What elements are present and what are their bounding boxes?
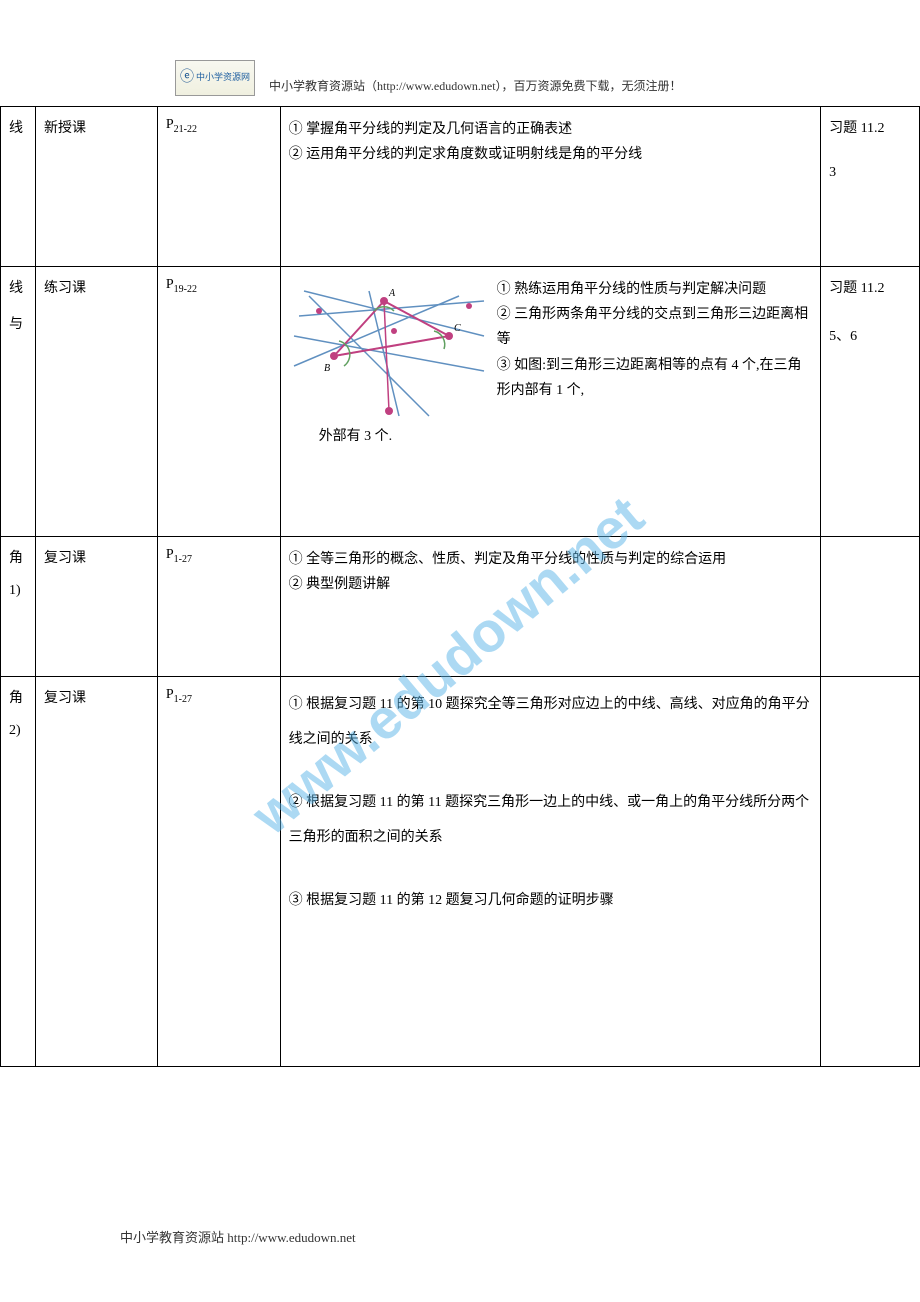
exercise-cell bbox=[821, 677, 920, 1067]
lesson-type-cell: 复习课 bbox=[35, 537, 157, 677]
content-cell: A B C ① 熟练运用角平分线的性质与判定解决问题 ② 三角形两条角平分线的交… bbox=[280, 267, 820, 537]
page-prefix: P bbox=[166, 277, 174, 292]
svg-text:A: A bbox=[388, 288, 396, 299]
page-footer: 中小学教育资源站 http://www.edudown.net bbox=[120, 1227, 356, 1246]
topic-text: 角 bbox=[9, 547, 27, 567]
exercise-title: 习题 11.2 bbox=[829, 277, 911, 297]
table-row: 角 2) 复习课 P1-27 ① 根据复习题 11 的第 10 题探究全等三角形… bbox=[1, 677, 920, 1067]
topic-cell: 线 与 bbox=[1, 267, 36, 537]
lesson-type-cell: 复习课 bbox=[35, 677, 157, 1067]
lesson-type: 复习课 bbox=[44, 551, 86, 566]
topic-cell: 线 bbox=[1, 107, 36, 267]
page-prefix: P bbox=[166, 687, 174, 702]
triangle-diagram: A B C bbox=[289, 281, 489, 421]
page-ref-cell: P1-27 bbox=[157, 677, 280, 1067]
page-range: 21-22 bbox=[174, 124, 197, 135]
exercise-cell: 习题 11.2 3 bbox=[821, 107, 920, 267]
page-prefix: P bbox=[166, 547, 174, 562]
topic-cell: 角 1) bbox=[1, 537, 36, 677]
content-item: ② 运用角平分线的判定求角度数或证明射线是角的平分线 bbox=[289, 142, 812, 167]
page-ref-cell: P21-22 bbox=[157, 107, 280, 267]
topic-text: 1) bbox=[9, 583, 27, 599]
table-row: 角 1) 复习课 P1-27 ① 全等三角形的概念、性质、判定及角平分线的性质与… bbox=[1, 537, 920, 677]
exercise-nums: 3 bbox=[829, 165, 911, 181]
page-range: 19-22 bbox=[174, 284, 197, 295]
lesson-type: 新授课 bbox=[44, 121, 86, 136]
content-cell: ① 全等三角形的概念、性质、判定及角平分线的性质与判定的综合运用 ② 典型例题讲… bbox=[280, 537, 820, 677]
diagram-caption: 外部有 3 个. bbox=[319, 425, 812, 445]
page-ref-cell: P19-22 bbox=[157, 267, 280, 537]
content-item: ③ 根据复习题 11 的第 12 题复习几何命题的证明步骤 bbox=[289, 883, 812, 918]
logo-text: 中小学资源网 bbox=[196, 73, 250, 83]
page-ref-cell: P1-27 bbox=[157, 537, 280, 677]
exercise-title: 习题 11.2 bbox=[829, 117, 911, 137]
topic-text: 线 bbox=[9, 121, 23, 136]
page-range: 1-27 bbox=[174, 554, 192, 565]
lesson-plan-table: 线 新授课 P21-22 ① 掌握角平分线的判定及几何语言的正确表述 ② 运用角… bbox=[0, 106, 920, 1067]
page-range: 1-27 bbox=[174, 694, 192, 705]
site-logo: ⓔ 中小学资源网 bbox=[175, 60, 255, 96]
lesson-type: 练习课 bbox=[44, 281, 86, 296]
svg-text:B: B bbox=[324, 363, 330, 374]
topic-text: 与 bbox=[9, 313, 27, 333]
content-item: ① 熟练运用角平分线的性质与判定解决问题 bbox=[497, 277, 812, 302]
page-header: ⓔ 中小学资源网 中小学教育资源站（http://www.edudown.net… bbox=[175, 60, 682, 96]
exercise-cell: 习题 11.2 5、6 bbox=[821, 267, 920, 537]
page-prefix: P bbox=[166, 117, 174, 132]
lesson-type-cell: 练习课 bbox=[35, 267, 157, 537]
topic-text: 角 bbox=[9, 687, 27, 707]
content-item: ① 掌握角平分线的判定及几何语言的正确表述 bbox=[289, 117, 812, 142]
content-item: ② 典型例题讲解 bbox=[289, 572, 812, 597]
table-row: 线 与 练习课 P19-22 bbox=[1, 267, 920, 537]
svg-text:C: C bbox=[454, 323, 461, 334]
content-item: ① 根据复习题 11 的第 10 题探究全等三角形对应边上的中线、高线、对应角的… bbox=[289, 687, 812, 757]
lesson-type-cell: 新授课 bbox=[35, 107, 157, 267]
diagram-wrapper: A B C ① 熟练运用角平分线的性质与判定解决问题 ② 三角形两条角平分线的交… bbox=[289, 277, 812, 421]
topic-text: 线 bbox=[9, 277, 27, 297]
topic-cell: 角 2) bbox=[1, 677, 36, 1067]
content-item: ② 根据复习题 11 的第 11 题探究三角形一边上的中线、或一角上的角平分线所… bbox=[289, 785, 812, 855]
globe-icon: ⓔ bbox=[180, 70, 194, 85]
lesson-type: 复习课 bbox=[44, 691, 86, 706]
content-item: ② 三角形两条角平分线的交点到三角形三边距离相等 bbox=[497, 302, 812, 352]
content-list: ① 熟练运用角平分线的性质与判定解决问题 ② 三角形两条角平分线的交点到三角形三… bbox=[497, 277, 812, 403]
topic-text: 2) bbox=[9, 723, 27, 739]
content-cell: ① 根据复习题 11 的第 10 题探究全等三角形对应边上的中线、高线、对应角的… bbox=[280, 677, 820, 1067]
content-item: ① 全等三角形的概念、性质、判定及角平分线的性质与判定的综合运用 bbox=[289, 547, 812, 572]
content-item: ③ 如图:到三角形三边距离相等的点有 4 个,在三角形内部有 1 个, bbox=[497, 353, 812, 403]
exercise-nums: 5、6 bbox=[829, 325, 911, 345]
exercise-cell bbox=[821, 537, 920, 677]
header-tagline: 中小学教育资源站（http://www.edudown.net），百万资源免费下… bbox=[269, 77, 682, 94]
table-row: 线 新授课 P21-22 ① 掌握角平分线的判定及几何语言的正确表述 ② 运用角… bbox=[1, 107, 920, 267]
content-cell: ① 掌握角平分线的判定及几何语言的正确表述 ② 运用角平分线的判定求角度数或证明… bbox=[280, 107, 820, 267]
